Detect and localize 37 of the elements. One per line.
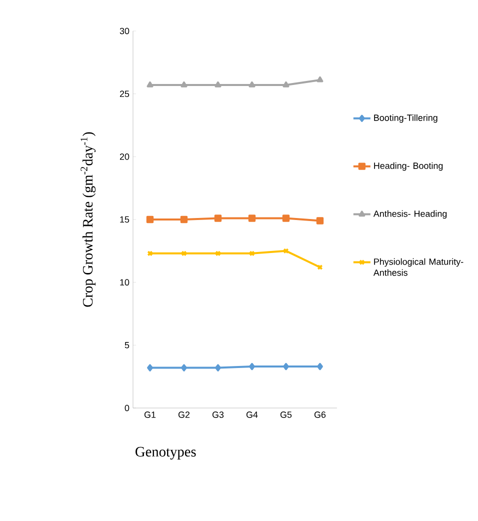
- point: [180, 216, 188, 224]
- legend-label: Booting-Tillering: [374, 114, 438, 123]
- point: [180, 81, 188, 88]
- y-axis-title: Crop Growth Rate (gm$^{-2}$day$^{-1}$): [80, 132, 96, 307]
- x-tick-label: G4: [246, 412, 258, 418]
- y-tick-label: 5: [124, 342, 129, 348]
- legend-label: Physiological Maturity-Anthesis: [373, 258, 464, 276]
- x-tick-label: G2: [178, 412, 190, 418]
- y-tick-label: 25: [120, 90, 129, 98]
- x-tick-label: G5: [280, 412, 292, 418]
- x-axis-title: Genotypes: [135, 446, 196, 460]
- point: [282, 362, 289, 370]
- point: [316, 362, 323, 370]
- y-tick-label: 10: [120, 279, 129, 286]
- point: [248, 214, 256, 222]
- point: [282, 81, 290, 88]
- point: [214, 214, 222, 222]
- point: [248, 81, 256, 88]
- legend-label: Anthesis- Heading: [373, 210, 446, 219]
- point: [146, 364, 153, 372]
- y-tick-label: 15: [120, 216, 129, 223]
- x-tick-label: G6: [314, 412, 326, 418]
- point: [282, 214, 290, 222]
- point: [316, 76, 324, 82]
- y-tick-label: 30: [120, 28, 129, 34]
- point: [146, 216, 154, 224]
- point: [248, 362, 255, 370]
- y-tick-label: 0: [124, 404, 129, 412]
- point: [180, 364, 187, 372]
- point: [146, 81, 154, 88]
- y-tick-label: 20: [120, 153, 129, 160]
- x-tick-label: G1: [144, 412, 156, 418]
- legend-label: Heading- Booting: [374, 162, 442, 171]
- point: [214, 364, 221, 372]
- point: [316, 217, 324, 224]
- x-tick-label: G3: [212, 412, 224, 418]
- point: [214, 81, 222, 88]
